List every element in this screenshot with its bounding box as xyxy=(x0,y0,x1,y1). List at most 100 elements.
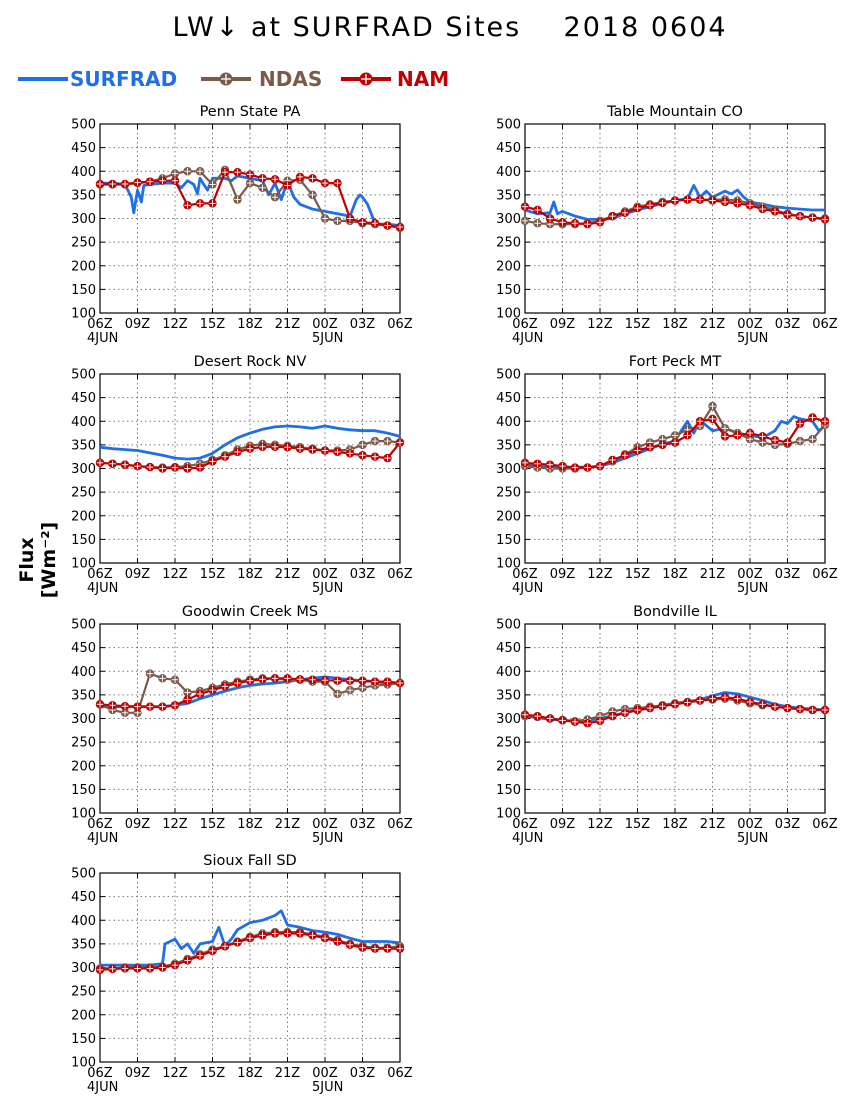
data-point-nam xyxy=(758,700,767,709)
legend-label-nam: NAM xyxy=(397,67,450,91)
series-nam xyxy=(95,167,405,232)
series-ndas xyxy=(520,401,830,473)
data-point-nam xyxy=(770,435,780,445)
data-point-nam xyxy=(158,176,167,185)
y-tick-label: 300 xyxy=(71,712,96,727)
date-label: 4JUN xyxy=(87,581,118,596)
y-tick-label: 500 xyxy=(71,368,96,383)
chart-title-fort-peck-mt: Fort Peck MT xyxy=(629,354,722,370)
x-tick-label: 12Z xyxy=(162,317,188,332)
page-title: LW↓ at SURFRAD Sites 2018 0604 xyxy=(172,12,728,43)
data-point-nam xyxy=(745,697,755,707)
data-point-nam xyxy=(308,174,317,183)
legend-label-ndas: NDAS xyxy=(259,67,323,91)
chart-bondville-il: Bondville IL 100 150 200 250 300 350 400 450 500 0… xyxy=(496,604,838,846)
data-point-nam xyxy=(745,201,755,210)
data-point-nam xyxy=(295,172,305,182)
series-nam xyxy=(95,438,405,473)
data-point-nam xyxy=(108,964,117,974)
data-point-nam xyxy=(670,438,680,447)
series-nam xyxy=(520,693,830,728)
x-tick-label: 21Z xyxy=(275,1066,301,1081)
date-label: 5JUN xyxy=(737,331,768,346)
data-point-nam xyxy=(320,446,330,455)
data-point-nam xyxy=(783,703,792,713)
data-point-nam xyxy=(133,461,142,471)
y-tick-label: 250 xyxy=(496,736,521,751)
y-tick-label: 350 xyxy=(71,937,96,952)
data-point-ndas xyxy=(233,195,242,204)
data-point-nam xyxy=(170,463,180,472)
data-point-nam xyxy=(720,197,730,207)
x-tick-label: 15Z xyxy=(200,567,226,582)
data-point-nam xyxy=(283,674,292,683)
data-point-ndas xyxy=(145,669,155,678)
x-tick-label: 09Z xyxy=(550,317,576,332)
data-point-nam xyxy=(695,195,705,204)
y-tick-label: 450 xyxy=(71,890,96,905)
y-tick-label: 100 xyxy=(496,557,521,572)
series-nam xyxy=(95,674,405,711)
data-point-nam xyxy=(95,700,105,709)
y-tick-label: 200 xyxy=(496,509,521,524)
data-point-nam xyxy=(333,676,342,685)
data-point-nam xyxy=(245,444,255,453)
data-point-nam xyxy=(583,219,592,229)
x-tick-label: 18Z xyxy=(237,317,263,332)
data-point-nam xyxy=(208,457,217,466)
data-point-nam xyxy=(183,201,192,210)
y-tick-label: 150 xyxy=(71,783,96,798)
legend-swatch-ndas xyxy=(201,72,251,86)
data-point-nam xyxy=(320,676,330,685)
data-point-nam xyxy=(370,677,380,686)
chart-title-bondville-il: Bondville IL xyxy=(633,604,717,620)
x-tick-label: 21Z xyxy=(275,317,301,332)
data-point-nam xyxy=(345,214,355,223)
y-tick-label: 100 xyxy=(496,307,521,322)
data-point-ndas xyxy=(308,190,317,200)
legend-swatch-surfrad xyxy=(18,77,68,81)
x-tick-label: 15Z xyxy=(200,317,226,332)
data-point-nam xyxy=(808,213,817,222)
x-tick-label: 15Z xyxy=(625,817,651,832)
data-point-nam xyxy=(595,461,605,471)
y-tick-label: 200 xyxy=(71,509,96,524)
y-tick-label: 400 xyxy=(496,665,521,680)
data-point-nam xyxy=(370,219,380,228)
y-tick-label: 400 xyxy=(71,415,96,430)
y-tick-label: 150 xyxy=(496,783,521,798)
data-point-nam xyxy=(670,196,680,205)
data-point-nam xyxy=(295,675,305,684)
data-point-ndas xyxy=(245,178,255,188)
data-point-nam xyxy=(208,685,217,695)
x-tick-label: 15Z xyxy=(625,317,651,332)
data-point-nam xyxy=(320,178,330,188)
x-tick-label: 06Z xyxy=(812,317,838,332)
data-point-ndas xyxy=(258,183,267,192)
data-point-ndas xyxy=(208,180,217,189)
y-tick-label: 100 xyxy=(71,1056,96,1071)
y-tick-label: 150 xyxy=(496,283,521,298)
y-tick-label: 200 xyxy=(71,1008,96,1023)
chart-desert-rock-nv: Desert Rock NV 100 150 200 250 300 350 400 450 50… xyxy=(71,354,413,596)
x-tick-label: 21Z xyxy=(700,317,726,332)
data-point-nam xyxy=(183,695,192,704)
data-point-nam xyxy=(783,210,792,219)
data-point-nam xyxy=(358,218,367,227)
data-point-nam xyxy=(783,438,792,447)
y-tick-label: 250 xyxy=(496,486,521,501)
data-point-nam xyxy=(370,944,380,953)
date-label: 5JUN xyxy=(312,581,343,596)
x-tick-label: 12Z xyxy=(162,567,188,582)
x-tick-label: 18Z xyxy=(237,1066,263,1081)
data-point-nam xyxy=(533,459,542,468)
date-label: 4JUN xyxy=(512,581,543,596)
x-tick-label: 12Z xyxy=(587,817,613,832)
y-tick-label: 200 xyxy=(496,259,521,274)
y-tick-label: 100 xyxy=(71,307,96,322)
y-tick-label: 300 xyxy=(71,961,96,976)
y-tick-label: 350 xyxy=(496,438,521,453)
data-point-nam xyxy=(520,710,530,719)
data-point-ndas xyxy=(333,216,342,226)
data-point-nam xyxy=(145,964,155,973)
